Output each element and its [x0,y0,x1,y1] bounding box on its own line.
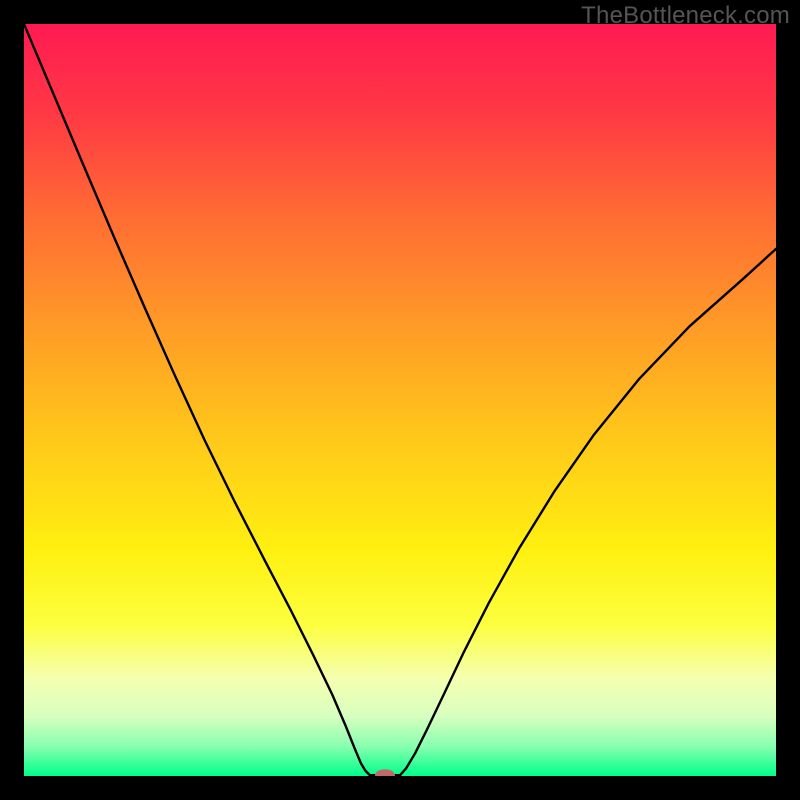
chart-frame: TheBottleneck.com [0,0,800,800]
gradient-background [24,24,776,776]
plot-svg [24,24,776,776]
plot-area [24,24,776,776]
